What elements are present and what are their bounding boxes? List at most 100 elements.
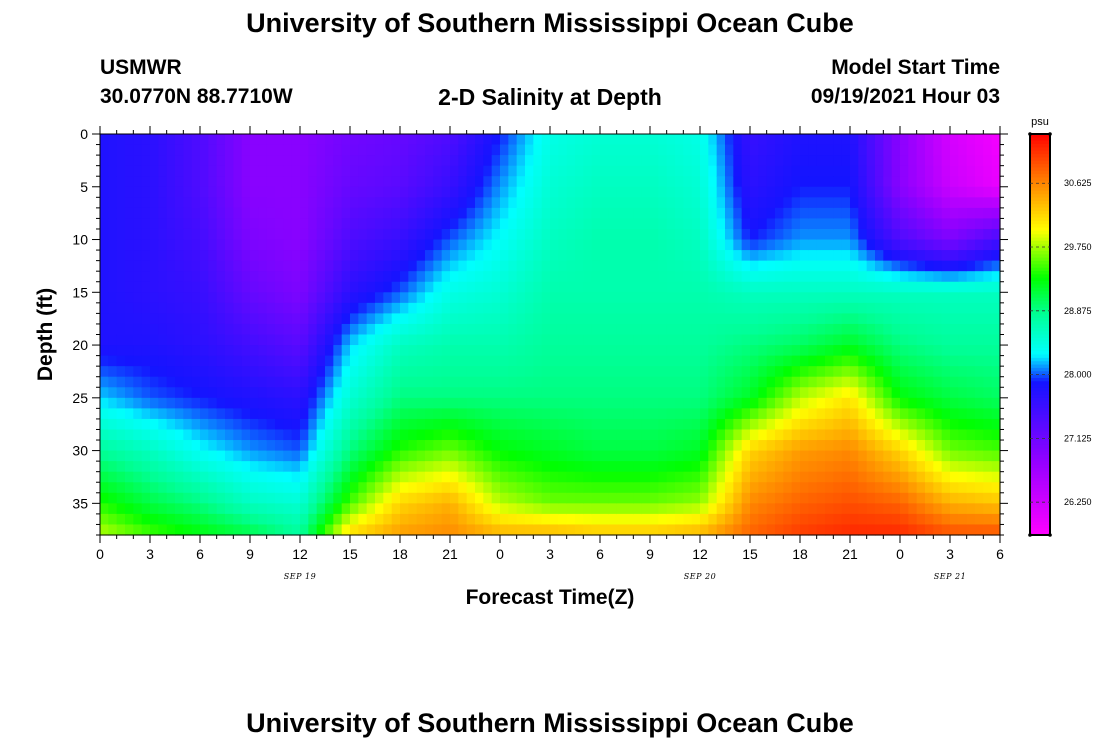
- heatmap-cell: [125, 134, 134, 146]
- heatmap-cell: [300, 228, 309, 241]
- heatmap-cell: [616, 165, 626, 177]
- heatmap-cell: [716, 387, 726, 399]
- heatmap-cell: [441, 387, 451, 399]
- heatmap-cell: [808, 334, 818, 346]
- heatmap-cell: [633, 440, 643, 452]
- heatmap-cell: [516, 524, 526, 536]
- heatmap-cell: [583, 418, 593, 431]
- heatmap-cell: [341, 271, 351, 283]
- heatmap-cell: [166, 134, 176, 146]
- heatmap-cell: [491, 165, 501, 177]
- heatmap-cell: [950, 513, 959, 526]
- heatmap-cell: [900, 387, 909, 399]
- heatmap-cell: [283, 524, 293, 536]
- heatmap-cell: [283, 503, 293, 515]
- heatmap-cell: [175, 260, 184, 272]
- heatmap-cell: [191, 513, 201, 526]
- heatmap-cell: [450, 323, 459, 336]
- heatmap-cell: [708, 302, 718, 314]
- heatmap-cell: [225, 492, 234, 504]
- heatmap-cell: [808, 482, 818, 494]
- heatmap-cell: [225, 334, 234, 346]
- heatmap-cell: [966, 313, 976, 325]
- heatmap-cell: [441, 292, 451, 304]
- heatmap-cell: [650, 323, 659, 336]
- heatmap-cell: [966, 503, 976, 515]
- heatmap-cell: [541, 450, 551, 462]
- heatmap-cell: [308, 397, 318, 409]
- heatmap-cell: [875, 355, 884, 367]
- heatmap-cell: [108, 440, 118, 452]
- heatmap-cell: [425, 461, 434, 473]
- heatmap-cell: [258, 176, 268, 188]
- heatmap-cell: [750, 207, 759, 220]
- heatmap-cell: [575, 366, 584, 378]
- heatmap-cell: [475, 302, 484, 314]
- colorbar-segment: [1030, 451, 1050, 456]
- heatmap-cell: [508, 239, 518, 251]
- heatmap-cell: [200, 313, 209, 325]
- heatmap-cell: [741, 218, 751, 230]
- heatmap-cell: [208, 134, 218, 146]
- heatmap-cell: [600, 366, 609, 378]
- heatmap-cell: [850, 281, 859, 293]
- heatmap-cell: [141, 207, 151, 220]
- heatmap-cell: [908, 387, 918, 399]
- heatmap-cell: [508, 313, 518, 325]
- heatmap-cell: [641, 471, 651, 483]
- heatmap-cell: [591, 408, 601, 420]
- heatmap-cell: [175, 302, 184, 314]
- heatmap-cell: [625, 197, 634, 209]
- colorbar-segment: [1030, 284, 1050, 289]
- heatmap-cell: [891, 165, 901, 177]
- heatmap-cell: [600, 429, 609, 441]
- heatmap-cell: [550, 144, 559, 156]
- heatmap-cell: [608, 429, 618, 441]
- heatmap-cell: [475, 345, 484, 357]
- heatmap-cell: [491, 345, 501, 357]
- heatmap-cell: [766, 165, 776, 177]
- heatmap-cell: [291, 397, 301, 409]
- heatmap-cell: [900, 218, 909, 230]
- heatmap-cell: [716, 345, 726, 357]
- heatmap-cell: [633, 461, 643, 473]
- heatmap-cell: [716, 134, 726, 146]
- heatmap-cell: [525, 429, 534, 441]
- heatmap-cell: [200, 450, 209, 462]
- heatmap-cell: [358, 186, 368, 198]
- heatmap-cell: [341, 355, 351, 367]
- heatmap-cell: [300, 134, 309, 146]
- heatmap-cell: [858, 197, 868, 209]
- heatmap-cell: [691, 503, 701, 515]
- heatmap-cell: [600, 513, 609, 526]
- heatmap-cell: [508, 471, 518, 483]
- heatmap-cell: [716, 165, 726, 177]
- heatmap-cell: [158, 228, 168, 241]
- heatmap-cell: [550, 260, 559, 272]
- heatmap-cell: [616, 345, 626, 357]
- heatmap-cell: [341, 418, 351, 431]
- heatmap-cell: [241, 387, 251, 399]
- heatmap-cell: [850, 418, 859, 431]
- heatmap-cell: [425, 524, 434, 536]
- y-tick-label: 30: [72, 443, 88, 459]
- heatmap-cell: [966, 513, 976, 526]
- heatmap-cell: [841, 292, 851, 304]
- heatmap-cell: [150, 144, 159, 156]
- heatmap-cell: [500, 313, 509, 325]
- heatmap-cell: [191, 260, 201, 272]
- heatmap-cell: [141, 260, 151, 272]
- heatmap-cell: [575, 302, 584, 314]
- heatmap-cell: [516, 345, 526, 357]
- heatmap-cell: [116, 461, 126, 473]
- heatmap-cell: [975, 207, 984, 220]
- heatmap-cell: [558, 429, 568, 441]
- heatmap-cell: [708, 260, 718, 272]
- heatmap-cell: [350, 186, 359, 198]
- heatmap-cell: [108, 418, 118, 431]
- heatmap-cell: [366, 186, 376, 198]
- heatmap-cell: [791, 418, 801, 431]
- heatmap-cell: [825, 281, 834, 293]
- heatmap-cell: [933, 366, 943, 378]
- heatmap-cell: [783, 271, 793, 283]
